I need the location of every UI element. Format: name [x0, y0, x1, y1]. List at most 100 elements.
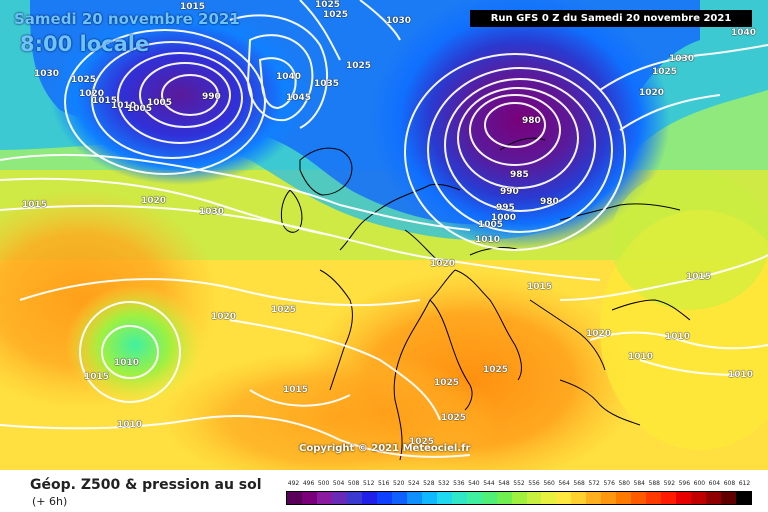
isobar-label: 1005: [147, 98, 173, 108]
legend-swatch: [331, 492, 347, 504]
legend-swatch: [316, 492, 332, 504]
legend-tick-label: 552: [513, 480, 525, 487]
copyright-text: Copyright © 2021 Meteociel.fr: [299, 443, 471, 454]
isobar-label: 1025: [409, 437, 435, 447]
legend-tick-label: 492: [287, 480, 300, 487]
isobar-label: 1010: [117, 420, 143, 430]
legend-swatch: [586, 492, 602, 504]
isobar-label: 1020: [141, 196, 167, 206]
legend-swatch: [346, 492, 362, 504]
isobar-label: 1015: [527, 282, 553, 292]
isobar-label: 1000: [491, 213, 517, 223]
isobar-label: 1005: [127, 104, 153, 114]
isobar-label: 1030: [669, 54, 695, 64]
isobar-label: 1020: [79, 89, 105, 99]
legend-swatch: [646, 492, 662, 504]
legend-swatch: [706, 492, 722, 504]
isobar-label: 1025: [652, 67, 678, 77]
legend-swatch: [616, 492, 632, 504]
legend-tick-label: 544: [483, 480, 495, 487]
legend-tick-label: 536: [453, 480, 465, 487]
legend-tick-label: 576: [603, 480, 615, 487]
isobar-label: 1025: [441, 413, 467, 423]
map-title: Géop. Z500 & pression au sol: [30, 477, 262, 493]
legend-tick-label: 596: [678, 480, 691, 487]
isobar-label: 1010: [114, 358, 140, 368]
color-legend: [286, 491, 752, 505]
legend-tick-label: 580: [618, 480, 630, 487]
isobar-label: 1010: [665, 332, 691, 342]
isobar-label: 1030: [199, 207, 225, 217]
legend-tick-label: 564: [558, 480, 570, 487]
forecast-time: 8:00 locale: [20, 32, 150, 56]
forecast-step: (+ 6h): [32, 495, 68, 508]
legend-tick-label: 572: [588, 480, 600, 487]
legend-swatch: [721, 492, 737, 504]
legend-tick-label: 504: [332, 480, 345, 487]
isobar-label: 985: [510, 170, 529, 180]
isobar-label: 1010: [475, 235, 501, 245]
legend-tick-label: 496: [302, 480, 315, 487]
forecast-date: Samedi 20 novembre 2021: [14, 10, 240, 28]
isobar-label: 990: [500, 187, 519, 197]
legend-swatch: [376, 492, 392, 504]
isobar-label: 1025: [323, 10, 349, 20]
isobar-label: 1015: [180, 2, 206, 12]
legend-swatch: [496, 492, 512, 504]
legend-swatch: [361, 492, 377, 504]
isobar-label: 1035: [314, 79, 340, 89]
legend-swatch: [676, 492, 692, 504]
legend-tick-label: 516: [377, 480, 390, 487]
isobar-label: 1025: [483, 365, 509, 375]
legend-tick-label: 508: [347, 480, 360, 487]
isobar-label: 1015: [84, 372, 110, 382]
legend-tick-label: 500: [317, 480, 330, 487]
isobar-label: 1025: [434, 378, 460, 388]
isobar-label: 1015: [22, 200, 48, 210]
isobar-label: 1040: [731, 28, 757, 38]
isobar-label: 1010: [111, 101, 137, 111]
coastlines: [280, 137, 691, 461]
legend-tick-label: 604: [708, 480, 721, 487]
legend-tick-label: 540: [468, 480, 480, 487]
legend-swatch: [511, 492, 527, 504]
legend-tick-label: 568: [573, 480, 585, 487]
isobar-label: 1025: [271, 305, 297, 315]
legend-tick-label: 512: [362, 480, 375, 487]
legend-swatch: [631, 492, 647, 504]
model-run-label: Run GFS 0 Z du Samedi 20 novembre 2021: [470, 10, 752, 27]
legend-tick-label: 608: [723, 480, 736, 487]
legend-tick-label: 520: [393, 480, 405, 487]
isobar-label: 980: [522, 116, 541, 126]
isobar-label: 1020: [586, 329, 612, 339]
isobar-label: 1005: [478, 220, 504, 230]
legend-tick-label: 528: [423, 480, 435, 487]
legend-swatch: [287, 492, 302, 504]
isobar-label: 1010: [628, 352, 654, 362]
isobar-label: 1010: [728, 370, 754, 380]
legend-tick-label: 524: [408, 480, 420, 487]
legend-tick-row: 492 496 500 504 508 512 516 520 524 528 532 536 540 5…: [286, 480, 752, 487]
legend-tick-label: 548: [498, 480, 510, 487]
legend-swatch: [736, 492, 752, 504]
isobar-label: 980: [540, 197, 559, 207]
isobar-label: 1020: [211, 312, 237, 322]
legend-tick-label: 560: [543, 480, 555, 487]
low-pressure-atlantic: [65, 285, 205, 405]
isobar-label: 1015: [283, 385, 309, 395]
isobar-label: 1040: [276, 72, 302, 82]
legend-tick-label: 556: [528, 480, 540, 487]
isobar-label: 990: [202, 92, 221, 102]
legend-swatch: [601, 492, 617, 504]
legend-tick-label: 612: [738, 480, 751, 487]
legend-swatch: [661, 492, 677, 504]
isobar-label: 995: [496, 203, 515, 213]
legend-swatch: [301, 492, 317, 504]
legend-swatch: [391, 492, 407, 504]
isobar-label: 1020: [430, 259, 456, 269]
isobar-label: 1015: [92, 96, 118, 106]
legend-swatch: [451, 492, 467, 504]
isobar-label: 1020: [639, 88, 665, 98]
legend-swatch: [436, 492, 452, 504]
